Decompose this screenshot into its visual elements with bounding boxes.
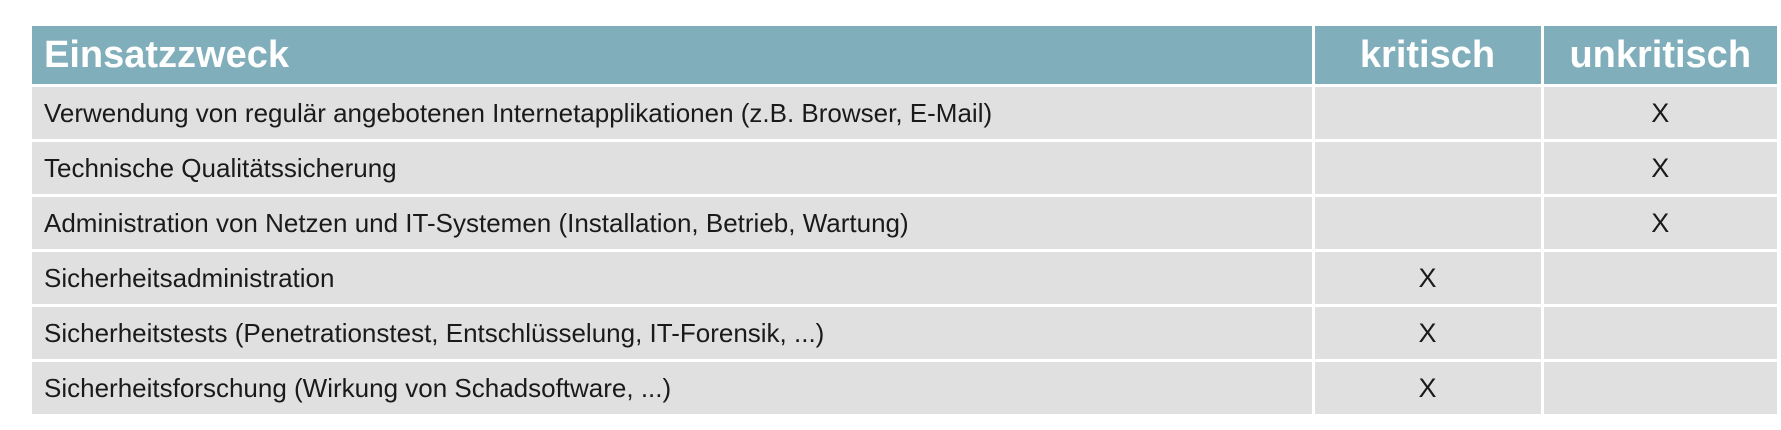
usage-classification-table-container: Einsatzzweck kritisch unkritisch Verwend… [32, 26, 1777, 417]
table-row: Sicherheitsadministration X [32, 250, 1777, 307]
purpose-cell: Sicherheitstests (Penetrationstest, Ents… [32, 305, 1315, 362]
table-header-row: Einsatzzweck kritisch unkritisch [32, 26, 1777, 87]
purpose-cell: Sicherheitsforschung (Wirkung von Schads… [32, 360, 1315, 417]
header-purpose: Einsatzzweck [32, 26, 1315, 87]
purpose-cell: Verwendung von regulär angebotenen Inter… [32, 85, 1315, 142]
usage-classification-table: Einsatzzweck kritisch unkritisch Verwend… [32, 26, 1777, 417]
uncritical-cell [1542, 305, 1777, 362]
purpose-cell: Technische Qualitätssicherung [32, 140, 1315, 197]
uncritical-cell: X [1542, 85, 1777, 142]
purpose-cell: Administration von Netzen und IT-Systeme… [32, 195, 1315, 252]
critical-cell: X [1313, 360, 1544, 417]
uncritical-cell: X [1542, 195, 1777, 252]
purpose-cell: Sicherheitsadministration [32, 250, 1315, 307]
table-row: Sicherheitsforschung (Wirkung von Schads… [32, 360, 1777, 417]
critical-cell [1313, 195, 1544, 252]
critical-cell [1313, 85, 1544, 142]
header-critical: kritisch [1313, 26, 1544, 87]
uncritical-cell: X [1542, 140, 1777, 197]
table-row: Administration von Netzen und IT-Systeme… [32, 195, 1777, 252]
critical-cell: X [1313, 305, 1544, 362]
table-row: Technische Qualitätssicherung X [32, 140, 1777, 197]
critical-cell: X [1313, 250, 1544, 307]
uncritical-cell [1542, 360, 1777, 417]
critical-cell [1313, 140, 1544, 197]
uncritical-cell [1542, 250, 1777, 307]
table-row: Verwendung von regulär angebotenen Inter… [32, 85, 1777, 142]
table-row: Sicherheitstests (Penetrationstest, Ents… [32, 305, 1777, 362]
header-uncritical: unkritisch [1542, 26, 1777, 87]
